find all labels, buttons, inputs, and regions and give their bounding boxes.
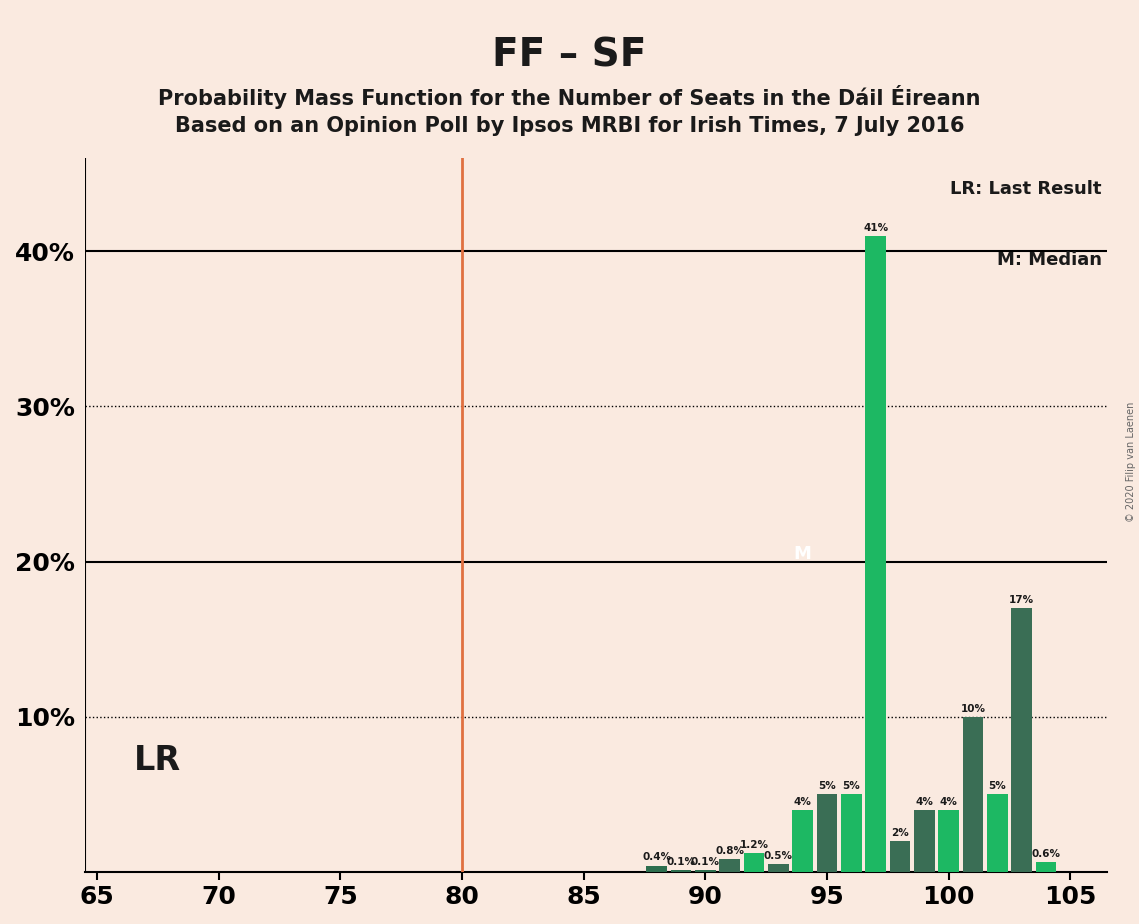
Bar xyxy=(962,717,983,872)
Text: M: M xyxy=(794,545,812,563)
Bar xyxy=(695,870,715,872)
Bar xyxy=(890,841,910,872)
Bar xyxy=(1035,862,1056,872)
Text: 0.1%: 0.1% xyxy=(666,857,696,867)
Text: 4%: 4% xyxy=(916,796,933,807)
Bar xyxy=(1011,608,1032,872)
Bar xyxy=(744,853,764,872)
Text: 5%: 5% xyxy=(818,781,836,791)
Bar xyxy=(913,809,935,872)
Text: 2%: 2% xyxy=(891,828,909,838)
Bar xyxy=(793,809,813,872)
Text: M: Median: M: Median xyxy=(997,251,1101,269)
Bar xyxy=(939,809,959,872)
Bar xyxy=(817,795,837,872)
Text: 41%: 41% xyxy=(863,223,888,233)
Text: 0.4%: 0.4% xyxy=(642,853,671,862)
Bar xyxy=(646,866,667,872)
Text: 0.6%: 0.6% xyxy=(1032,849,1060,859)
Text: 10%: 10% xyxy=(960,703,985,713)
Text: 5%: 5% xyxy=(989,781,1006,791)
Bar xyxy=(866,236,886,872)
Bar xyxy=(768,864,788,872)
Text: 1.2%: 1.2% xyxy=(739,840,769,850)
Bar xyxy=(988,795,1008,872)
Text: © 2020 Filip van Laenen: © 2020 Filip van Laenen xyxy=(1126,402,1136,522)
Text: 0.5%: 0.5% xyxy=(764,851,793,861)
Text: LR: LR xyxy=(133,744,180,776)
Text: Probability Mass Function for the Number of Seats in the Dáil Éireann: Probability Mass Function for the Number… xyxy=(158,85,981,109)
Bar xyxy=(671,870,691,872)
Text: 17%: 17% xyxy=(1009,595,1034,605)
Text: 0.1%: 0.1% xyxy=(691,857,720,867)
Text: 4%: 4% xyxy=(794,796,812,807)
Text: LR: Last Result: LR: Last Result xyxy=(950,179,1101,198)
Bar xyxy=(841,795,862,872)
Text: 5%: 5% xyxy=(843,781,860,791)
Bar xyxy=(720,859,740,872)
Text: 4%: 4% xyxy=(940,796,958,807)
Text: FF – SF: FF – SF xyxy=(492,37,647,75)
Text: 0.8%: 0.8% xyxy=(715,846,744,857)
Text: Based on an Opinion Poll by Ipsos MRBI for Irish Times, 7 July 2016: Based on an Opinion Poll by Ipsos MRBI f… xyxy=(174,116,965,136)
